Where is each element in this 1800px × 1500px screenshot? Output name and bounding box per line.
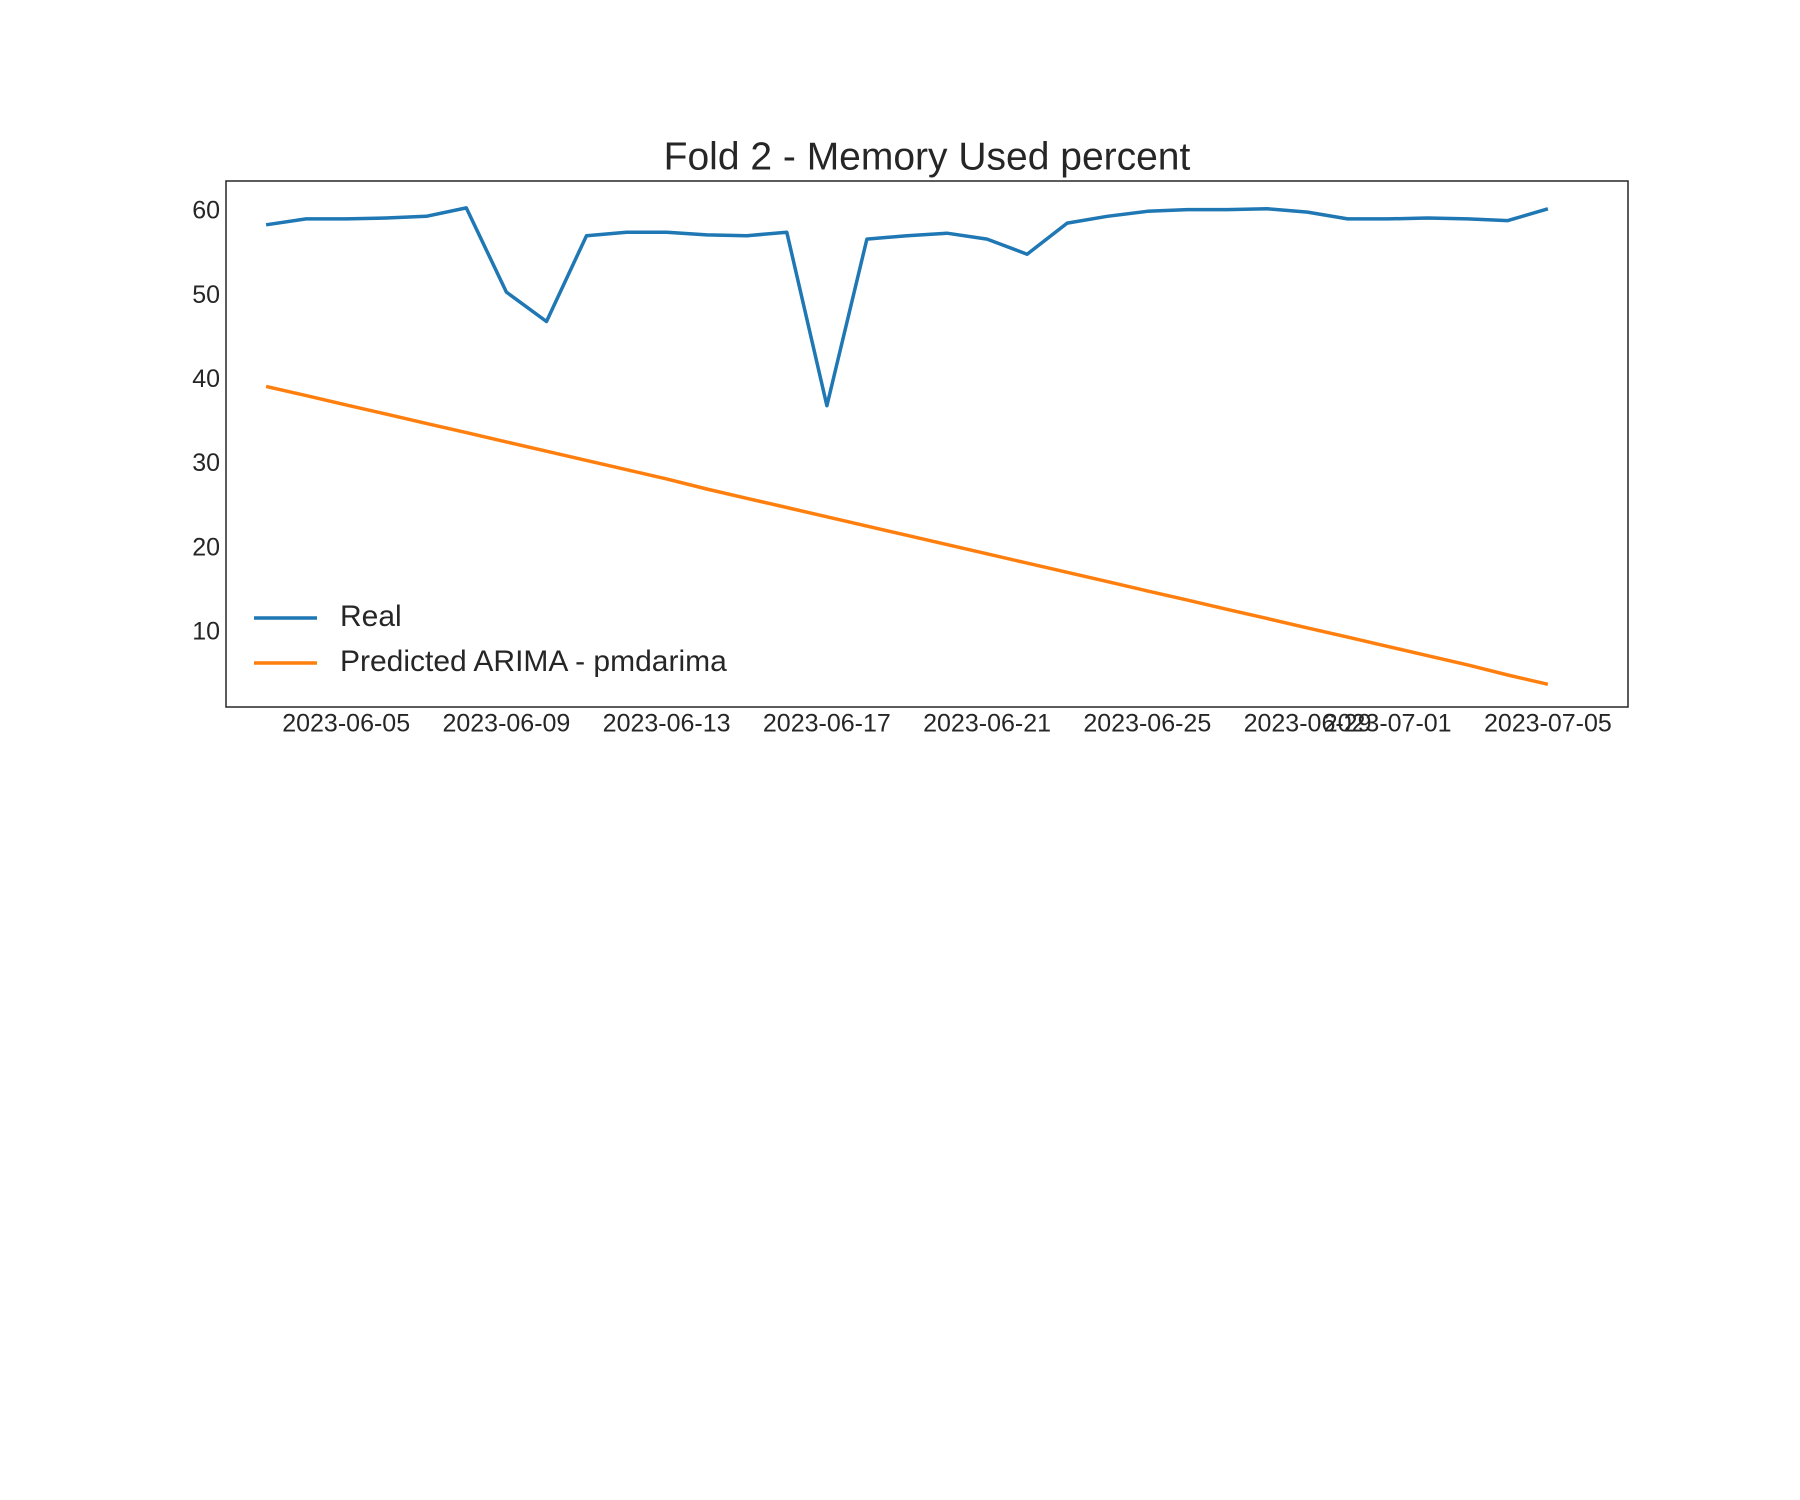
x-tick-label: 2023-06-17 bbox=[763, 710, 891, 738]
plot-frame bbox=[225, 180, 1629, 708]
legend-label: Predicted ARIMA - pmdarima bbox=[340, 645, 727, 678]
x-tick-label: 2023-06-21 bbox=[923, 710, 1051, 738]
x-tick-label: 2023-07-01 bbox=[1324, 710, 1452, 738]
legend-label: Real bbox=[340, 600, 402, 633]
series-line bbox=[265, 206, 1549, 408]
x-tick-label: 2023-06-13 bbox=[603, 710, 731, 738]
x-tick-label: 2023-07-05 bbox=[1484, 710, 1612, 738]
x-tick-label: 2023-06-29 bbox=[1244, 710, 1372, 738]
x-tick-label: 2023-06-05 bbox=[282, 710, 410, 738]
y-tick-label: 30 bbox=[192, 449, 220, 477]
y-tick-label: 10 bbox=[192, 618, 220, 646]
x-tick-label: 2023-06-25 bbox=[1083, 710, 1211, 738]
y-tick-label: 50 bbox=[192, 281, 220, 309]
y-tick-label: 40 bbox=[192, 365, 220, 393]
x-tick-label: 2023-06-09 bbox=[442, 710, 570, 738]
y-tick-label: 20 bbox=[192, 533, 220, 561]
series-line bbox=[265, 384, 1549, 687]
chart-title: Fold 2 - Memory Used percent bbox=[664, 135, 1191, 178]
y-tick-label: 60 bbox=[192, 197, 220, 225]
